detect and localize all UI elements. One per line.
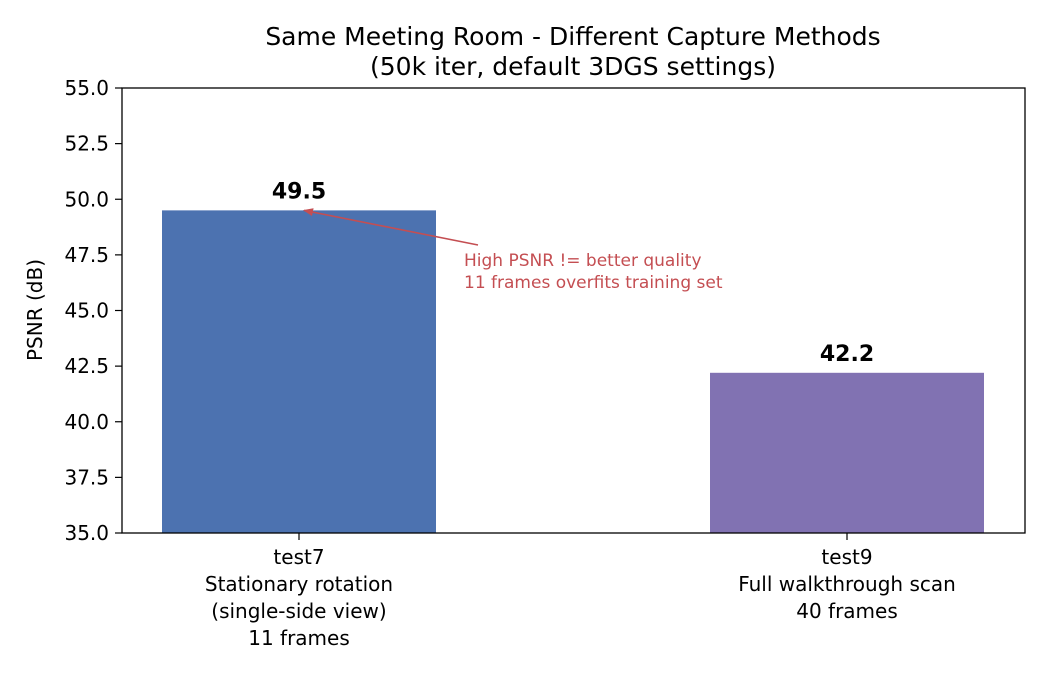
annotation-text-0: High PSNR != better quality xyxy=(464,251,702,271)
x-tick-label-1-0: test9 xyxy=(821,545,872,569)
y-axis-label: PSNR (dB) xyxy=(23,259,47,361)
bar-value-label-0: 49.5 xyxy=(272,179,326,204)
bar-value-label-1: 42.2 xyxy=(820,342,874,367)
y-tick-label-5: 47.5 xyxy=(64,243,109,267)
y-tick-label-2: 40.0 xyxy=(64,410,109,434)
bars-group: 49.5 42.2 xyxy=(162,179,984,533)
plot-frame xyxy=(121,87,1026,534)
annotation-arrow xyxy=(303,208,479,246)
x-tick-label-0-1: Stationary rotation xyxy=(205,572,393,596)
y-tick-label-7: 52.5 xyxy=(64,132,109,156)
bar-0 xyxy=(162,210,436,533)
y-tick-label-6: 50.0 xyxy=(64,187,109,211)
chart-title-line-1: Same Meeting Room - Different Capture Me… xyxy=(265,22,880,51)
bar-1 xyxy=(710,372,984,533)
chart-title-line-2: (50k iter, default 3DGS settings) xyxy=(370,52,776,81)
x-tick-label-0-2: (single-side view) xyxy=(211,599,386,623)
y-tick-label-1: 37.5 xyxy=(64,465,109,489)
y-tick-label-4: 45.0 xyxy=(64,299,109,323)
x-tick-label-1-1: Full walkthrough scan xyxy=(738,572,956,596)
y-tick-label-8: 55.0 xyxy=(64,76,109,100)
x-tick-label-0-3: 11 frames xyxy=(248,626,350,650)
x-tick-label-1-2: 40 frames xyxy=(796,599,898,623)
x-ticks-group: test7 Stationary rotation (single-side vie… xyxy=(205,533,956,650)
x-tick-label-0-0: test7 xyxy=(273,545,324,569)
y-ticks-group: 35.0 37.5 40.0 42.5 45.0 47.5 50.0 52.5 55.0 xyxy=(64,76,122,545)
y-tick-label-0: 35.0 xyxy=(64,521,109,545)
y-tick-label-3: 42.5 xyxy=(64,354,109,378)
annotation-text-1: 11 frames overfits training set xyxy=(464,273,723,293)
